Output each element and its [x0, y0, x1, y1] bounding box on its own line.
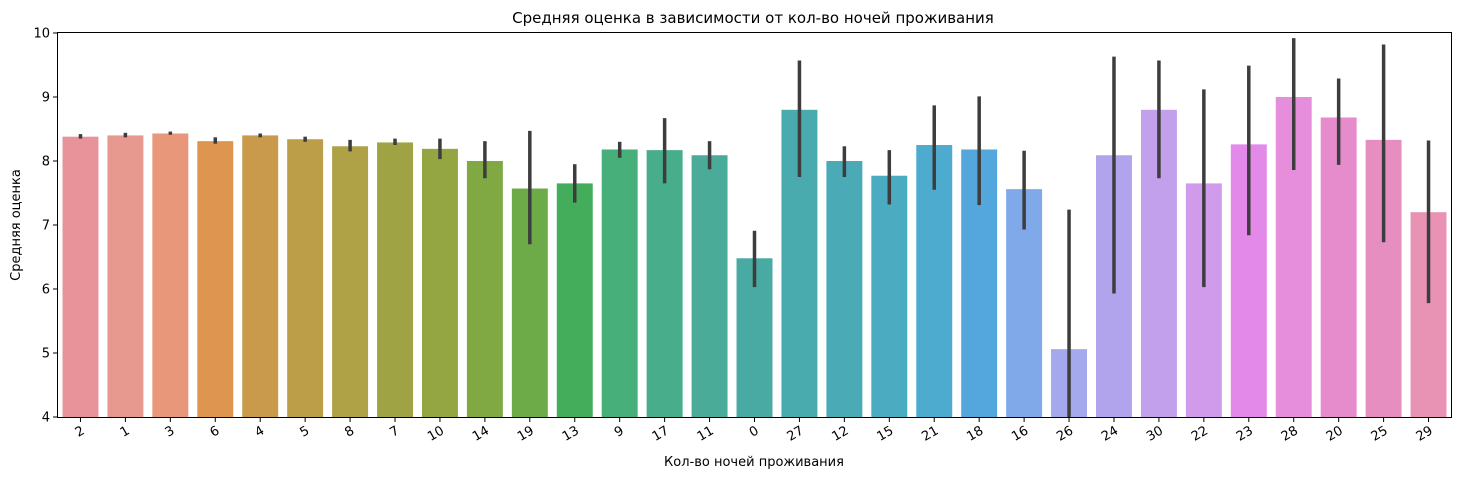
x-tick-label: 13	[560, 423, 582, 444]
y-tick-label: 4	[42, 411, 50, 426]
x-tick-label: 26	[1054, 423, 1076, 444]
x-tick-label: 28	[1279, 423, 1301, 444]
y-tick-label: 9	[42, 91, 50, 106]
bars-group	[62, 97, 1447, 418]
y-tick-label: 7	[42, 219, 50, 234]
y-axis-label: Средняя оценка	[9, 169, 24, 281]
x-tick-label: 23	[1234, 423, 1256, 444]
x-tick-label: 20	[1324, 423, 1346, 444]
bar-20	[1320, 117, 1357, 417]
bar-9	[601, 149, 638, 418]
bar-12	[826, 161, 863, 417]
chart-title: Средняя оценка в зависимости от кол-во н…	[512, 9, 994, 27]
x-tick-label: 6	[208, 423, 223, 440]
x-tick-label: 18	[964, 423, 986, 444]
x-tick-label: 19	[515, 423, 537, 444]
y-tick-label: 8	[42, 155, 50, 170]
bar-17	[646, 150, 683, 417]
y-axis: 4 5 6 7 8 9 10	[33, 27, 58, 426]
x-tick-label: 5	[297, 423, 312, 440]
x-tick-label: 17	[650, 423, 672, 444]
y-tick-label: 10	[33, 27, 50, 42]
bar-15	[871, 175, 908, 417]
x-tick-label: 24	[1099, 423, 1121, 444]
bar-4	[242, 135, 279, 417]
x-tick-label: 9	[612, 423, 627, 440]
y-tick-label: 6	[42, 283, 50, 298]
x-tick-label: 3	[163, 423, 178, 440]
x-tick-label: 10	[425, 423, 447, 444]
x-tick-label: 8	[342, 423, 357, 440]
x-tick-label: 0	[747, 423, 762, 440]
bar-13	[556, 183, 593, 417]
bar-3	[152, 133, 189, 418]
x-tick-label: 1	[118, 423, 133, 440]
x-tick-label: 12	[830, 423, 852, 444]
bar-2	[62, 136, 99, 417]
x-tick-label: 29	[1414, 423, 1436, 444]
x-tick-label: 4	[253, 423, 268, 440]
bar-10	[421, 148, 458, 417]
x-tick-label: 14	[470, 423, 492, 444]
bar-11	[691, 155, 728, 418]
x-tick-label: 16	[1009, 423, 1031, 444]
bar-21	[916, 145, 953, 417]
x-tick-label: 30	[1144, 423, 1166, 444]
bar-6	[197, 141, 234, 417]
error-bars-group	[78, 38, 1431, 417]
x-axis: 2 1 3 6 4 5 8 7 10 14 19 13 9 17 11 0 27 12 15 21 18 16 26 24 30…	[73, 417, 1436, 445]
y-tick-label: 5	[42, 347, 50, 362]
bar-5	[287, 139, 324, 418]
x-tick-label: 15	[874, 423, 896, 444]
x-tick-label: 22	[1189, 423, 1211, 444]
bar-1	[107, 135, 144, 417]
x-tick-label: 25	[1369, 423, 1391, 444]
x-tick-label: 27	[785, 423, 807, 444]
x-tick-label: 21	[919, 423, 941, 444]
x-tick-label: 7	[387, 423, 402, 440]
bar-7	[377, 142, 413, 417]
x-axis-label: Кол-во ночей проживания	[664, 455, 844, 470]
x-tick-label: 2	[73, 423, 88, 440]
x-tick-label: 11	[695, 423, 717, 444]
bar-8	[332, 146, 369, 417]
bar-14	[466, 161, 503, 417]
